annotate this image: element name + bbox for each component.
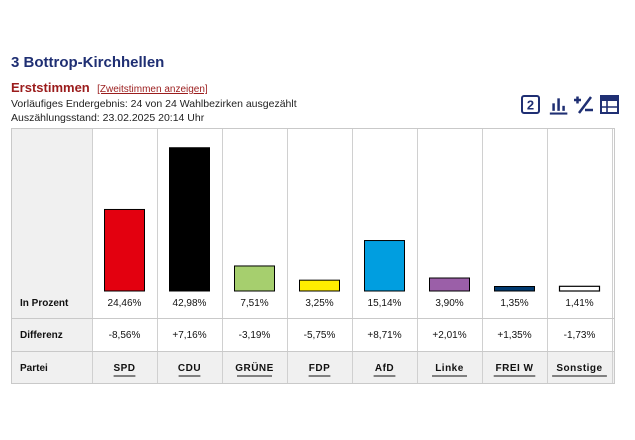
difference-label: -3,19% (239, 330, 271, 341)
label-column-bg (12, 129, 92, 383)
percent-diff-icon[interactable] (573, 95, 595, 115)
number-2-icon[interactable]: 2 (521, 95, 541, 115)
value-label: 15,14% (368, 298, 402, 309)
vote-type-label: Erststimmen (11, 80, 90, 95)
results-chart: In Prozent Differenz Partei 24,46% -8,56% SPD… (11, 128, 615, 384)
party-label[interactable]: AfD (375, 363, 394, 374)
party-label[interactable]: Linke (435, 363, 464, 374)
value-label: 1,35% (500, 298, 528, 309)
second-votes-link[interactable]: [Zweitstimmen anzeigen] (97, 84, 208, 95)
difference-label: -5,75% (304, 330, 336, 341)
bar-cdu (169, 147, 210, 292)
row-label-party: Partei (20, 363, 48, 374)
vote-type-line: Erststimmen [Zweitstimmen anzeigen] (11, 80, 208, 95)
party-label[interactable]: FDP (309, 363, 331, 374)
difference-label: +1,35% (497, 330, 531, 341)
value-label: 1,41% (565, 298, 593, 309)
bar-chart-icon[interactable] (548, 95, 570, 115)
bar-fdp (299, 279, 340, 292)
party-label[interactable]: GRÜNE (235, 361, 274, 374)
difference-label: +7,16% (172, 330, 206, 341)
results-chart-svg: In Prozent Differenz Partei 24,46% -8,56% SPD… (12, 129, 614, 383)
difference-label: +2,01% (432, 330, 466, 341)
view-toolbar: 2 (521, 95, 621, 117)
bar-grüne (234, 265, 275, 292)
timestamp-text: Auszählungsstand: 23.02.2025 20:14 Uhr (11, 112, 205, 124)
value-label: 7,51% (240, 298, 268, 309)
badge-number: 2 (527, 98, 534, 113)
row-label-difference: Differenz (20, 330, 63, 341)
bar-spd (104, 208, 145, 292)
row-label-percent: In Prozent (20, 298, 69, 309)
party-label[interactable]: CDU (178, 363, 201, 374)
value-label: 3,90% (435, 298, 463, 309)
difference-label: +8,71% (367, 330, 401, 341)
bar-sonstige (558, 285, 601, 292)
value-label: 3,25% (305, 298, 333, 309)
party-row-bg (12, 351, 614, 383)
bar-frei-w (494, 286, 535, 292)
value-label: 42,98% (173, 298, 207, 309)
difference-label: -1,73% (564, 330, 596, 341)
status-text: Vorläufiges Endergebnis: 24 von 24 Wahlb… (11, 98, 297, 110)
party-label[interactable]: Sonstige (556, 363, 602, 374)
party-label[interactable]: FREI W (496, 363, 534, 374)
value-label: 24,46% (108, 298, 142, 309)
party-label[interactable]: SPD (113, 363, 135, 374)
bar-afd (364, 240, 405, 292)
bar-linke (429, 277, 470, 292)
difference-label: -8,56% (109, 330, 141, 341)
table-icon[interactable] (600, 95, 620, 115)
page-title: 3 Bottrop-Kirchhellen (11, 54, 165, 71)
